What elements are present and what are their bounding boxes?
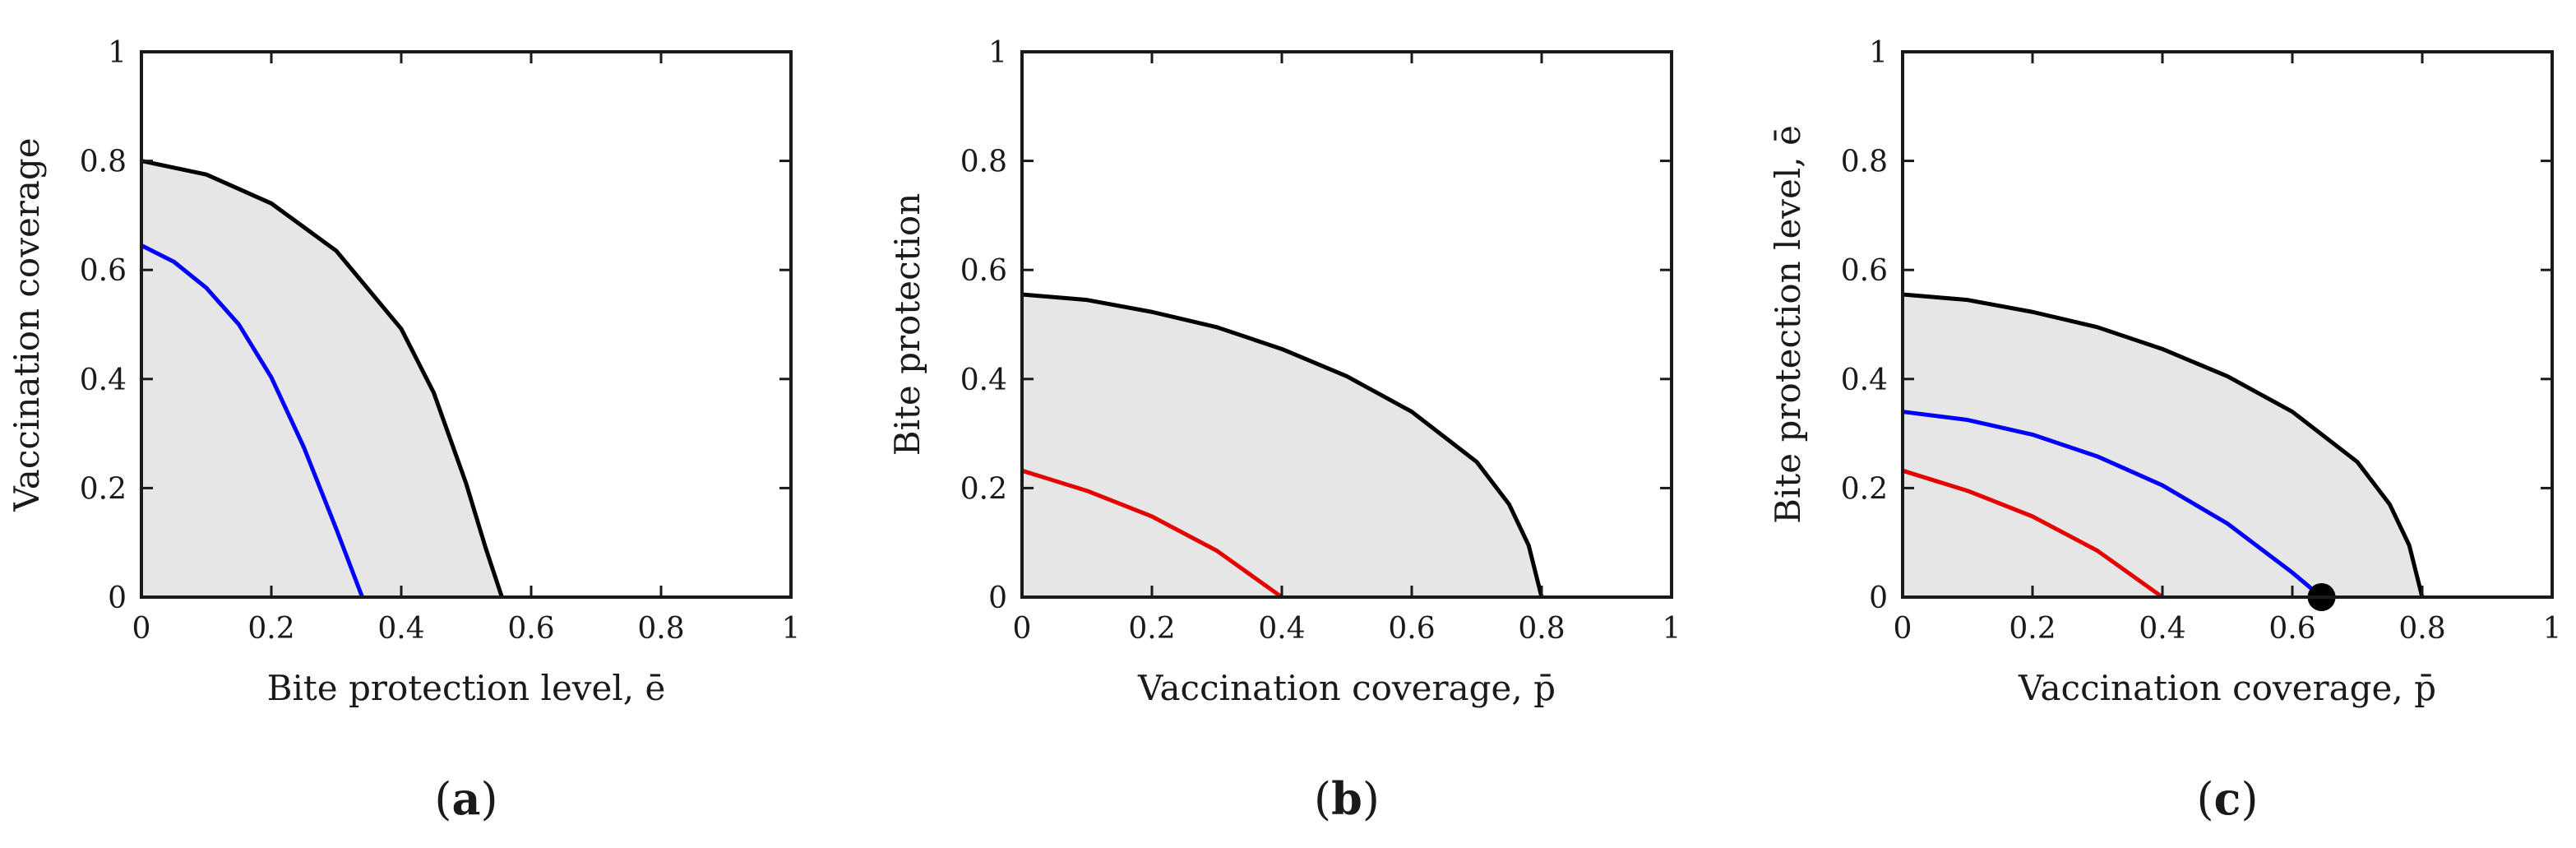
- x-tick-label: 1: [2543, 612, 2562, 646]
- panel-label: (a): [434, 772, 497, 825]
- x-tick-label: 0.6: [2268, 612, 2315, 646]
- y-tick-label: 1: [988, 36, 1007, 70]
- y-axis-label: Bite protection: [887, 193, 927, 456]
- shaded-region: [141, 160, 502, 598]
- y-tick-label: 0.4: [80, 364, 127, 397]
- y-tick-label: 0.6: [1841, 254, 1888, 288]
- x-tick-label: 0.6: [507, 612, 554, 646]
- panel-3: 0 0.2 0.4 0.6 0.8 1 0 0.2 0.4 0.6 0.8 1 Vaccination …: [1768, 36, 2561, 825]
- x-tick-label: 0: [1013, 612, 1032, 646]
- x-tick-label: 0.4: [2139, 612, 2185, 646]
- y-tick-label: 0.6: [960, 254, 1007, 288]
- y-tick-label: 0.4: [960, 364, 1007, 397]
- x-tick-label: 0: [1894, 612, 1912, 646]
- y-tick-label: 0.4: [1841, 364, 1888, 397]
- x-tick-label: 0.4: [377, 612, 424, 646]
- y-axis-label: Vaccination coverage: [7, 137, 47, 512]
- x-tick-label: 0.6: [1388, 612, 1435, 646]
- y-tick-label: 0: [1869, 582, 1888, 615]
- x-tick-label: 0.8: [1518, 612, 1565, 646]
- x-tick-label: 0.2: [2009, 612, 2056, 646]
- series-line-3: [1902, 468, 2164, 600]
- y-tick-label: 0: [108, 582, 127, 615]
- x-tick-label: 0.8: [637, 612, 684, 646]
- y-tick-label: 1: [108, 36, 127, 70]
- y-axis-label: Bite protection level, ē: [1768, 125, 1808, 524]
- x-tick-label: 0.8: [2398, 612, 2445, 646]
- series-line-2: [140, 243, 364, 598]
- x-tick-label: 1: [782, 612, 801, 646]
- x-axis-label: Vaccination coverage, p̄: [2018, 668, 2436, 708]
- x-axis-label: Bite protection level, ē: [267, 668, 666, 708]
- x-tick-label: 0: [132, 612, 151, 646]
- x-axis-label: Vaccination coverage, p̄: [1137, 668, 1556, 708]
- shaded-region: [1022, 294, 1542, 597]
- y-tick-label: 0: [988, 582, 1007, 615]
- y-tick-label: 0.8: [960, 146, 1007, 179]
- y-tick-label: 0.2: [1841, 472, 1888, 506]
- series-line-1: [1021, 292, 1544, 598]
- axes-box: [1901, 50, 2554, 599]
- y-tick-label: 0.6: [80, 254, 127, 288]
- panel-label: (c): [2196, 772, 2258, 825]
- y-tick-label: 0.2: [960, 472, 1007, 506]
- y-tick-label: 0.8: [1841, 146, 1888, 179]
- panel-2: 0 0.2 0.4 0.6 0.8 1 0 0.2 0.4 0.6 0.8 1 Vaccination …: [887, 36, 1681, 825]
- x-tick-label: 0.4: [1258, 612, 1305, 646]
- axes-box: [1020, 50, 1673, 599]
- series-line-2: [1021, 468, 1283, 600]
- x-tick-label: 0.2: [1128, 612, 1175, 646]
- series-line-1: [141, 159, 504, 598]
- series-line-1: [1902, 292, 2425, 598]
- panel-label: (b): [1314, 772, 1380, 825]
- x-tick-label: 1: [1663, 612, 1681, 646]
- y-tick-label: 1: [1869, 36, 1888, 70]
- y-tick-label: 0.2: [80, 472, 127, 506]
- y-tick-label: 0.8: [80, 146, 127, 179]
- panel-1: 0 0.2 0.4 0.6 0.8 1 0 0.2 0.4 0.6 0.8 1 Bite protect…: [7, 36, 800, 825]
- shaded-region: [1903, 294, 2422, 597]
- x-tick-label: 0.2: [247, 612, 294, 646]
- series-line-2: [1902, 410, 2324, 599]
- axes-box: [140, 50, 793, 599]
